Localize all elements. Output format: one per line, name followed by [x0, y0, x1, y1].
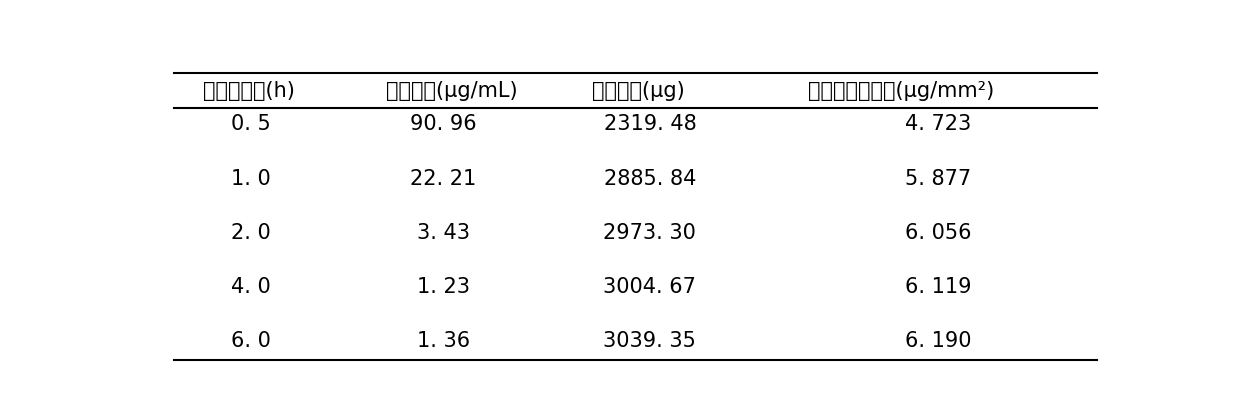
Text: 单位面积透过量(μg/mm²): 单位面积透过量(μg/mm²)	[808, 80, 994, 101]
Text: 2973. 30: 2973. 30	[604, 222, 697, 243]
Text: 3. 43: 3. 43	[417, 222, 470, 243]
Text: 取样时间点(h): 取样时间点(h)	[203, 80, 295, 101]
Text: 2319. 48: 2319. 48	[604, 114, 697, 134]
Text: 1. 36: 1. 36	[417, 331, 470, 351]
Text: 6. 0: 6. 0	[231, 331, 272, 351]
Text: 样品浓度(μg/mL): 样品浓度(μg/mL)	[386, 80, 517, 101]
Text: 3039. 35: 3039. 35	[604, 331, 697, 351]
Text: 6. 119: 6. 119	[905, 277, 971, 297]
Text: 2. 0: 2. 0	[231, 222, 272, 243]
Text: 22. 21: 22. 21	[410, 168, 476, 189]
Text: 6. 056: 6. 056	[905, 222, 971, 243]
Text: 90. 96: 90. 96	[410, 114, 476, 134]
Text: 4. 723: 4. 723	[905, 114, 971, 134]
Text: 总透过量(μg): 总透过量(μg)	[593, 80, 684, 101]
Text: 6. 190: 6. 190	[905, 331, 971, 351]
Text: 1. 0: 1. 0	[231, 168, 272, 189]
Text: 4. 0: 4. 0	[231, 277, 272, 297]
Text: 0. 5: 0. 5	[231, 114, 272, 134]
Text: 2885. 84: 2885. 84	[604, 168, 696, 189]
Text: 3004. 67: 3004. 67	[604, 277, 697, 297]
Text: 1. 23: 1. 23	[417, 277, 470, 297]
Text: 5. 877: 5. 877	[905, 168, 971, 189]
